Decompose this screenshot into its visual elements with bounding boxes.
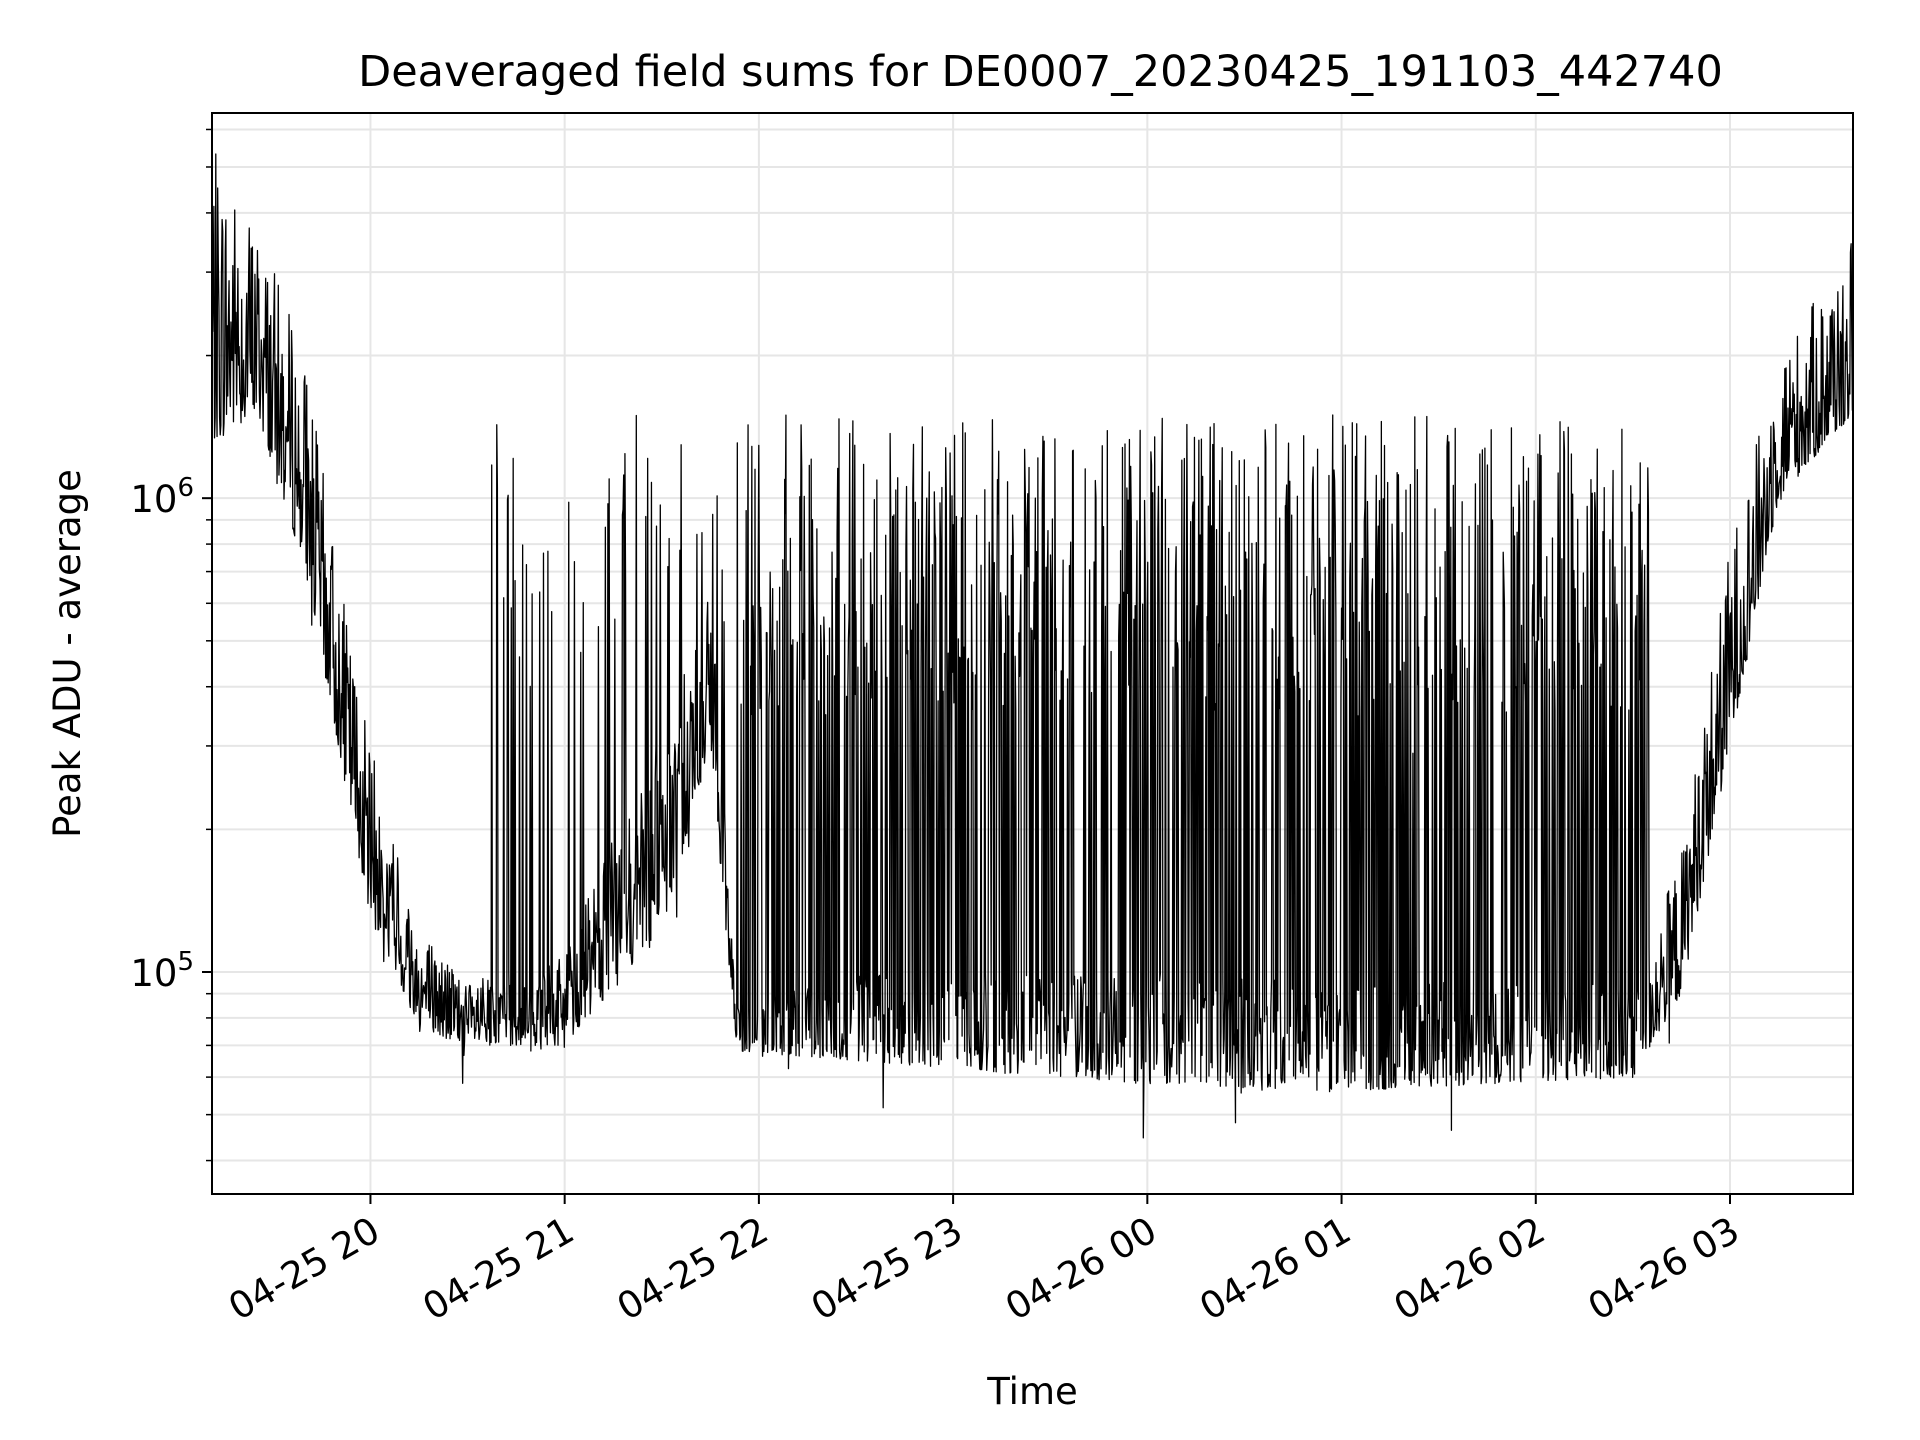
chart-title: Deaveraged field sums for DE0007_2023042… xyxy=(358,47,1723,97)
series-line xyxy=(211,153,1854,1139)
y-tick-label: 106 xyxy=(130,473,194,521)
y-tick-label-base: 10 xyxy=(130,478,177,521)
y-tick-label-exponent: 5 xyxy=(177,947,194,977)
axes-frame xyxy=(211,112,1854,1195)
y-tick-label: 105 xyxy=(130,947,194,995)
y-tick-label-exponent: 6 xyxy=(177,473,194,503)
plot-area xyxy=(211,153,1854,1139)
x-axis-label: Time xyxy=(986,1370,1078,1413)
y-tick-label-base: 10 xyxy=(130,952,177,995)
y-axis-label: Peak ADU - average xyxy=(46,469,89,838)
